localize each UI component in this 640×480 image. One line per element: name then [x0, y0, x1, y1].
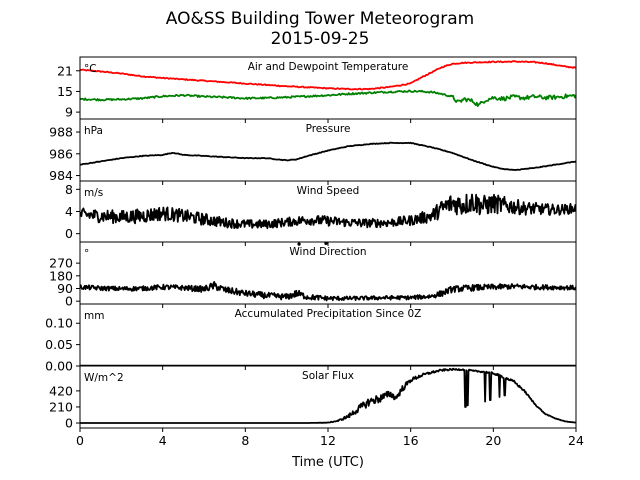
panel-title: Pressure: [306, 123, 351, 135]
y-tick-label: 210: [49, 399, 73, 414]
figure-subtitle: 2015-09-25: [271, 29, 370, 49]
y-tick-label: 270: [49, 256, 73, 271]
y-tick-label: 0.05: [45, 337, 73, 352]
x-tick-label: 0: [76, 433, 84, 448]
panel-1: 9 15 21 Air and Dewpoint Temperature °C: [57, 56, 577, 123]
y-tick-label: 9: [65, 105, 73, 120]
y-tick-label: 988: [49, 125, 73, 140]
y-tick-label: 0: [65, 226, 73, 241]
series-line-6-1: [80, 367, 576, 424]
y-tick-label: 420: [49, 383, 73, 398]
y-tick-label: 0.00: [45, 359, 73, 374]
series-line-2-1: [80, 141, 576, 171]
panel-3: 0 4 8 Wind Speed m/s: [65, 180, 577, 246]
panel-title: Wind Speed: [297, 185, 360, 197]
y-tick-label: 0: [65, 416, 73, 431]
series-line-4-1: [80, 281, 576, 302]
unit-label: hPa: [84, 125, 103, 137]
y-tick-label: 986: [49, 146, 73, 161]
unit-label: m/s: [84, 187, 103, 199]
series-line-1-1: [80, 60, 576, 91]
x-tick-label: 8: [241, 433, 249, 448]
x-axis-title: Time (UTC): [291, 455, 364, 470]
panel-title: Accumulated Precipitation Since 0Z: [235, 308, 422, 320]
panel-title: Air and Dewpoint Temperature: [248, 61, 409, 73]
y-tick-label: 0: [65, 294, 73, 309]
x-tick-label: 20: [485, 433, 501, 448]
panel-5: 0.00 0.05 0.10 Accumulated Precipitation Si…: [45, 303, 577, 374]
figure-title: AO&SS Building Tower Meteorogram: [166, 9, 474, 29]
x-tick-label: 4: [159, 433, 167, 448]
y-tick-label: 90: [57, 281, 73, 296]
series-line-1-2: [80, 89, 576, 107]
y-tick-label: 180: [49, 268, 73, 283]
y-tick-label: 8: [65, 182, 73, 197]
series-line-3-1: [80, 193, 576, 230]
marker-point-2: [324, 241, 328, 246]
y-tick-label: 0.10: [45, 316, 73, 331]
panel-title: Wind Direction: [289, 246, 366, 258]
x-tick-label: 12: [320, 433, 336, 448]
x-tick-label: 24: [568, 433, 584, 448]
y-tick-label: 15: [57, 84, 73, 99]
y-tick-label: 984: [49, 168, 73, 183]
unit-label: W/m^2: [84, 372, 124, 384]
unit-label: °: [84, 248, 89, 260]
unit-label: °C: [84, 63, 97, 75]
panel-2: 984 986 988 Pressure hPa: [49, 118, 577, 185]
marker-point-1: [297, 242, 301, 246]
x-tick-label: 16: [403, 433, 419, 448]
y-tick-label: 4: [65, 204, 73, 219]
unit-label: mm: [84, 310, 104, 322]
panel-title: Solar Flux: [302, 370, 354, 382]
y-tick-label: 21: [57, 63, 73, 78]
